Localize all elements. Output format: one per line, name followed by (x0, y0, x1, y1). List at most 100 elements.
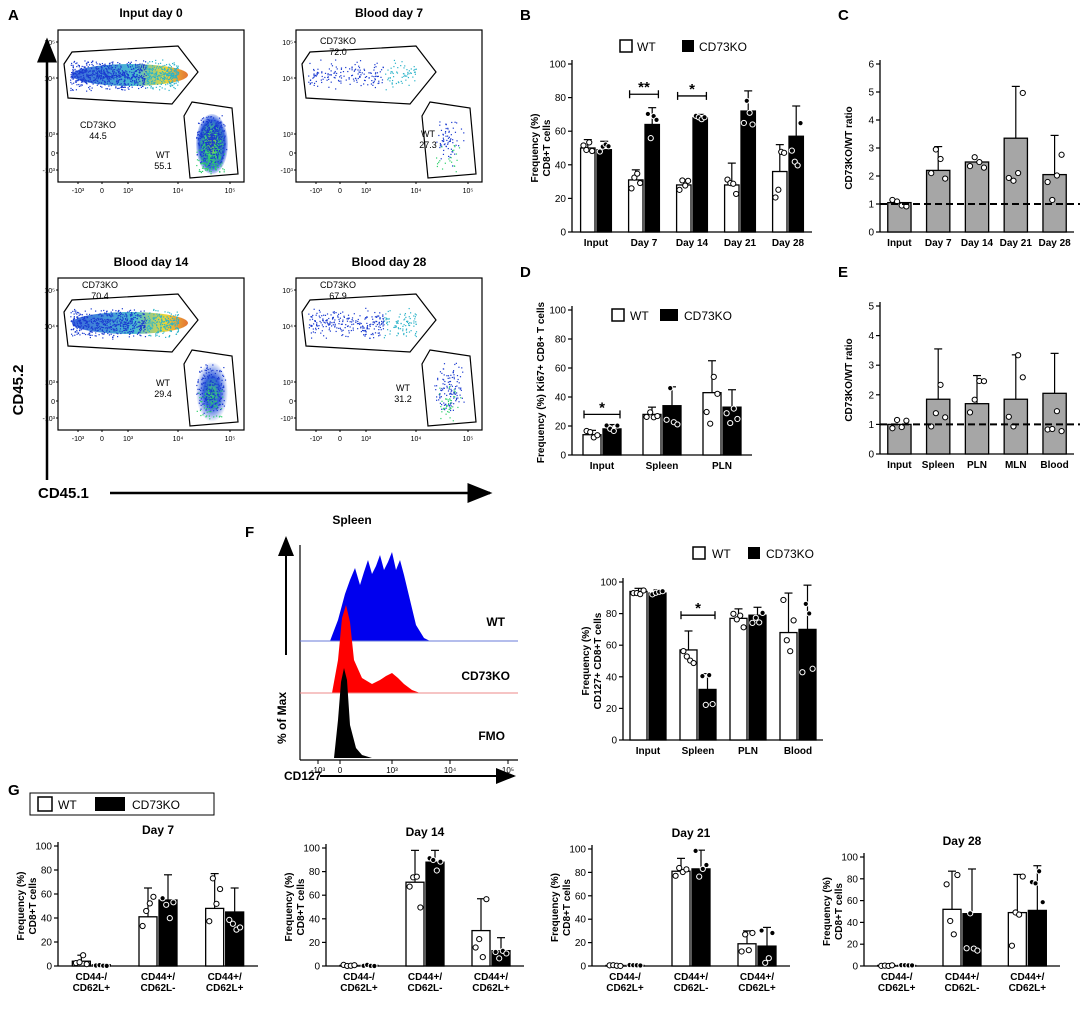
scatter-dot (214, 142, 216, 144)
scatter-dot (102, 330, 104, 333)
scatter-dot (109, 82, 111, 84)
scatter-dot (217, 394, 219, 396)
y-tick-label: 0 (580, 962, 586, 973)
scatter-dot (396, 71, 398, 73)
scatter-dot (177, 329, 180, 331)
scatter-dot (104, 324, 107, 326)
scatter-dot (364, 76, 367, 78)
scatter-dot (126, 319, 128, 322)
scatter-dot (314, 332, 316, 334)
scatter-dot (212, 146, 214, 148)
scatter-dot (175, 71, 177, 74)
scatter-dot (216, 153, 218, 155)
scatter-dot (214, 125, 216, 127)
scatter-dot (143, 327, 145, 329)
scatter-dot (434, 385, 436, 387)
scatter-dot (168, 80, 170, 82)
scatter-dot (78, 314, 80, 317)
scatter-dot (205, 148, 207, 150)
scatter-dot (314, 320, 317, 323)
scatter-dot (450, 388, 452, 390)
data-point (733, 616, 740, 623)
scatter-dot (399, 313, 401, 315)
scatter-dot (205, 364, 207, 366)
scatter-dot (112, 69, 114, 71)
scatter-dot (144, 318, 146, 320)
scatter-dot (209, 383, 211, 385)
scatter-dot (84, 333, 87, 336)
data-point (1049, 425, 1056, 433)
scatter-dot (342, 311, 344, 313)
scatter-dot (91, 82, 93, 84)
scatter-dot (144, 324, 146, 326)
scatter-dot (133, 71, 135, 73)
data-point (472, 944, 479, 951)
scatter-dot (405, 335, 408, 337)
scatter-dot (200, 144, 202, 146)
scatter-dot (94, 328, 96, 330)
data-point (614, 422, 621, 429)
bar-cd73ko-2 (692, 117, 709, 233)
x-tick-label: Input (584, 238, 609, 249)
scatter-dot (139, 76, 141, 78)
scatter-dot (207, 393, 209, 395)
scatter-dot (147, 65, 149, 67)
y-tick-label: 20 (555, 422, 567, 433)
bar-wt-0 (579, 147, 596, 233)
data-point (746, 109, 753, 116)
y-tick-label: 4 (868, 116, 874, 127)
bar-cd73ko-2 (1027, 909, 1047, 967)
scatter-dot (322, 326, 324, 328)
scatter-dot (175, 333, 178, 335)
scatter-dot (449, 380, 452, 383)
scatter-dot (221, 115, 223, 117)
y-tick-label: 0 (852, 962, 858, 973)
y-axis-label: CD73KO/WT ratio (844, 338, 855, 421)
scatter-dot (171, 324, 174, 326)
scatter-dot (104, 71, 106, 73)
x-tick-label: CD62L+ (878, 983, 916, 994)
scatter-dot (129, 331, 132, 333)
scatter-dot (149, 319, 151, 321)
scatter-dot (335, 312, 337, 314)
scatter-dot (413, 320, 415, 322)
scatter-dot (449, 156, 451, 158)
data-point (756, 619, 763, 626)
scatter-dot (97, 318, 99, 320)
scatter-dot (210, 116, 213, 118)
scatter-dot (223, 366, 225, 369)
scatter-dot (223, 390, 225, 392)
scatter-dot (88, 77, 90, 79)
scatter-dot (119, 73, 121, 75)
gate-label-wt-value: 29.4 (154, 389, 172, 399)
scatter-dot (161, 80, 163, 83)
scatter-dot (92, 80, 94, 82)
data-point (653, 116, 660, 124)
scatter-dot (223, 169, 225, 171)
scatter-dot (104, 65, 106, 68)
scatter-dot (93, 317, 95, 319)
scatter-dot (107, 332, 109, 335)
panel-g-legend: WT CD73KO (29, 792, 215, 816)
scatter-dot (102, 64, 104, 67)
scatter-dot (219, 171, 221, 173)
scatter-dot (172, 72, 174, 75)
scatter-dot (318, 315, 320, 317)
data-point (166, 915, 173, 922)
scatter-dot (214, 163, 216, 165)
scatter-dot (98, 82, 100, 84)
scatter-dot (108, 330, 111, 333)
bar-cd73ko-0 (648, 592, 667, 741)
scatter-dot (214, 168, 217, 170)
scatter-dot (161, 74, 163, 76)
x-tick-label: CD62L- (407, 983, 442, 994)
scatter-dot (80, 70, 82, 73)
scatter-dot (83, 318, 85, 320)
data-point (788, 147, 795, 154)
scatter-dot (378, 80, 380, 82)
scatter-dot (164, 69, 166, 71)
scatter-dot (142, 82, 144, 84)
scatter-dot (220, 133, 223, 135)
scatter-dot (75, 310, 77, 312)
x-tick-label: Input (887, 238, 912, 249)
